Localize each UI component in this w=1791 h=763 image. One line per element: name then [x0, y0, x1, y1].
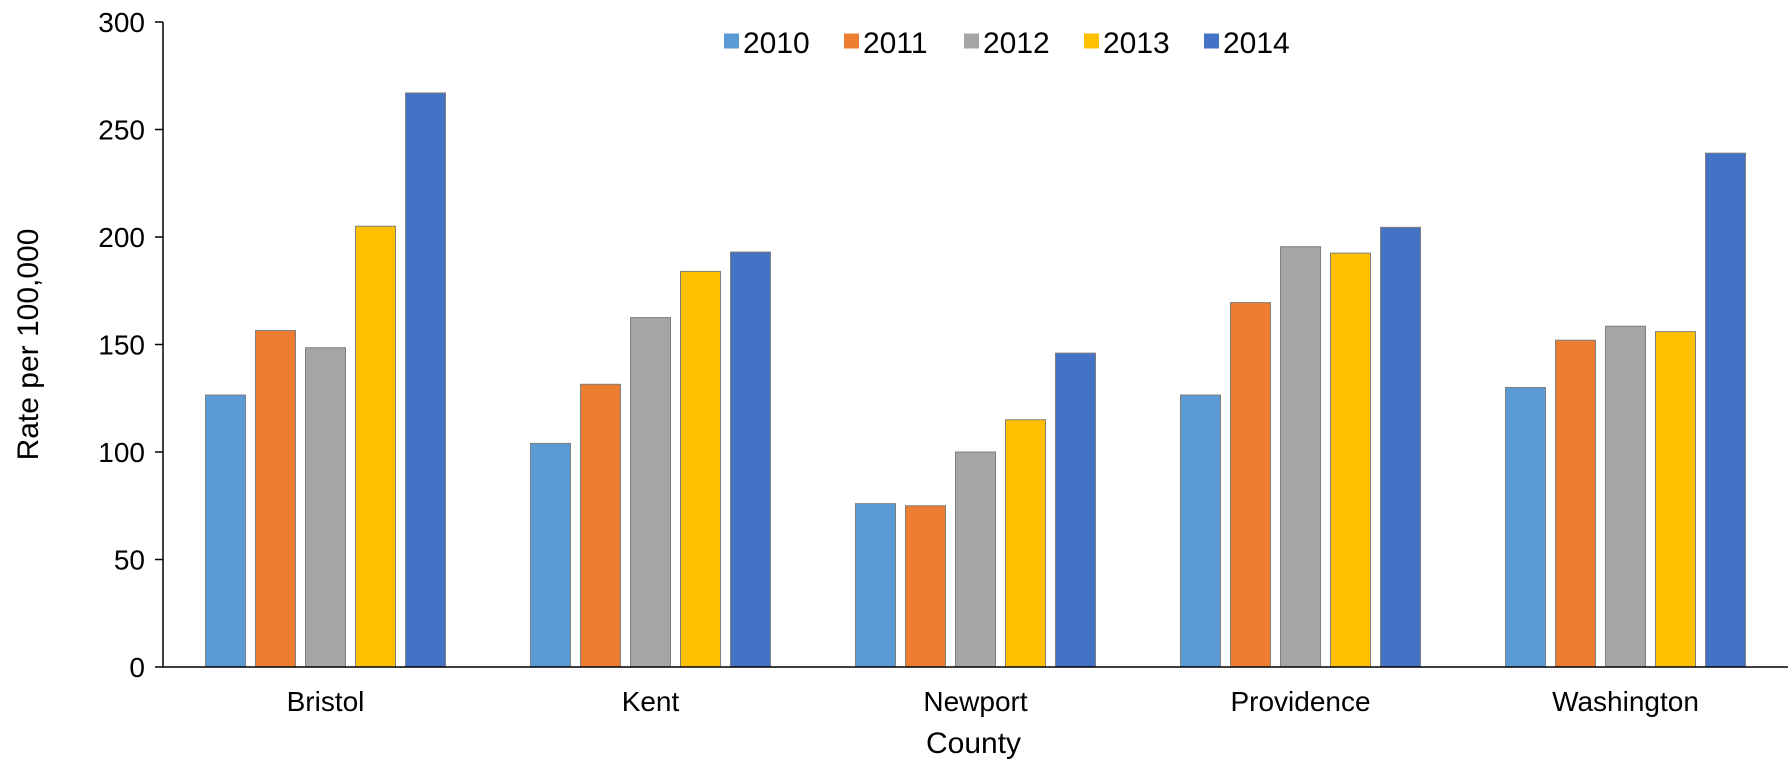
y-tick-label: 50 — [114, 545, 145, 576]
y-ticks: 0 50 100 150 200 250 300 — [98, 7, 163, 683]
legend-label-2014: 2014 — [1223, 27, 1290, 60]
legend-swatch-2011 — [844, 33, 859, 49]
bar-providence-2013 — [1330, 252, 1371, 668]
bar-providence-2012 — [1280, 246, 1321, 668]
bar-bristol-2014 — [405, 92, 446, 668]
y-tick-label: 150 — [98, 330, 145, 361]
bar-kent-2012 — [630, 317, 671, 668]
y-axis-title: Rate per 100,000 — [12, 229, 45, 461]
x-axis-title: County — [926, 727, 1021, 760]
x-tick-label-kent: Kent — [622, 686, 680, 717]
bar-kent-2013 — [680, 270, 721, 668]
bar-washington-2011 — [1555, 339, 1596, 668]
y-tick-label: 250 — [98, 115, 145, 146]
bar-providence-2014 — [1380, 226, 1421, 668]
legend-label-2010: 2010 — [743, 27, 810, 60]
x-tick-label-washington: Washington — [1552, 686, 1699, 717]
legend-label-2011: 2011 — [863, 27, 928, 60]
bar-newport-2011 — [905, 505, 946, 668]
bar-washington-2013 — [1655, 331, 1696, 668]
bar-newport-2010 — [855, 503, 896, 668]
bar-providence-2011 — [1230, 302, 1271, 668]
legend: 2010 2011 2012 2013 2014 — [724, 27, 1290, 60]
bar-bristol-2011 — [255, 330, 296, 668]
y-tick-label: 300 — [98, 7, 145, 38]
bar-bristol-2013 — [355, 225, 396, 668]
bar-kent-2011 — [580, 383, 621, 668]
x-tick-labels: Bristol Kent Newport Providence Washington — [287, 686, 1699, 717]
bar-newport-2012 — [955, 451, 996, 668]
bar-bristol-2010 — [205, 394, 246, 668]
bar-washington-2014 — [1705, 152, 1746, 668]
bar-kent-2010 — [530, 442, 571, 668]
y-tick-label: 0 — [129, 652, 145, 683]
bar-providence-2010 — [1180, 394, 1221, 668]
legend-swatch-2012 — [964, 33, 979, 49]
bar-kent-2014 — [730, 251, 771, 668]
bar-washington-2012 — [1605, 325, 1646, 668]
x-tick-label-bristol: Bristol — [287, 686, 365, 717]
y-tick-label: 100 — [98, 437, 145, 468]
legend-label-2013: 2013 — [1103, 27, 1170, 60]
bar-newport-2014 — [1055, 352, 1096, 668]
bar-newport-2013 — [1005, 419, 1046, 668]
bar-bristol-2012 — [305, 347, 346, 668]
legend-swatch-2010 — [724, 33, 739, 49]
x-tick-label-newport: Newport — [923, 686, 1027, 717]
legend-swatch-2014 — [1204, 33, 1219, 49]
x-tick-label-providence: Providence — [1230, 686, 1370, 717]
y-tick-label: 200 — [98, 222, 145, 253]
bar-washington-2010 — [1505, 387, 1546, 668]
bars-layer — [205, 92, 1746, 668]
legend-swatch-2013 — [1084, 33, 1099, 49]
legend-label-2012: 2012 — [983, 27, 1050, 60]
